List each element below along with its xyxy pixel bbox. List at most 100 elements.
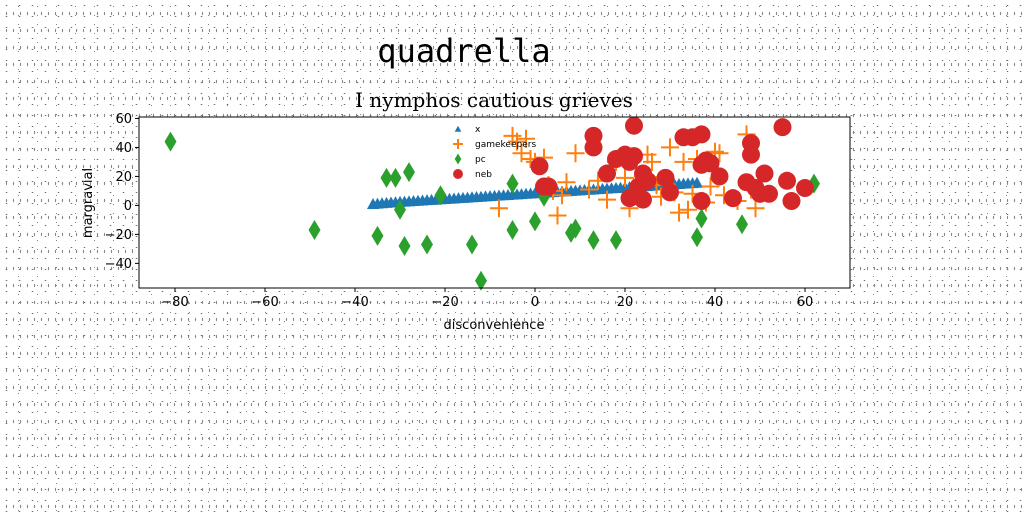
data-point	[394, 199, 406, 220]
data-point	[692, 125, 711, 144]
data-point	[746, 199, 765, 218]
data-point	[569, 218, 582, 239]
data-marks	[164, 116, 820, 291]
chart-title: I nymphos cautious grieves	[355, 88, 633, 112]
chart-suptitle: quadrella	[377, 32, 550, 70]
data-point	[164, 131, 177, 152]
legend: x gamekeepers pc neb	[453, 125, 536, 180]
data-point	[760, 184, 778, 203]
data-point	[692, 192, 711, 211]
data-point	[466, 234, 478, 255]
data-point	[634, 190, 652, 209]
data-point	[670, 203, 688, 222]
x-tick-label: −20	[431, 295, 458, 310]
data-point	[710, 144, 729, 163]
data-point	[371, 225, 384, 246]
x-tick-label: 40	[707, 295, 724, 310]
data-point	[695, 208, 708, 229]
x-tick-label: −80	[161, 295, 188, 310]
legend-marker	[453, 139, 463, 149]
data-point	[674, 152, 693, 171]
data-point	[421, 234, 433, 255]
legend-item: gamekeepers	[453, 139, 536, 150]
data-point	[778, 171, 796, 190]
legend-marker	[454, 125, 462, 132]
data-point	[508, 132, 526, 151]
data-point	[475, 270, 487, 291]
data-point	[506, 173, 519, 194]
data-point	[610, 230, 622, 251]
data-point	[782, 192, 801, 211]
data-point	[691, 176, 703, 188]
data-point	[598, 190, 616, 209]
data-point	[701, 154, 720, 173]
data-point	[548, 206, 567, 225]
x-axis-label: disconvenience	[444, 318, 545, 333]
data-point	[584, 138, 603, 157]
data-point	[724, 189, 742, 208]
x-tick-label: 60	[797, 295, 814, 310]
data-point	[773, 118, 792, 137]
data-point	[398, 235, 411, 256]
x-tick-label: 20	[617, 295, 634, 310]
x-tick-label: −60	[251, 295, 278, 310]
x-tick-label: 0	[531, 295, 539, 310]
data-point	[691, 227, 703, 248]
data-point	[710, 167, 729, 186]
y-tick-label: 60	[115, 112, 132, 127]
y-tick-label: −20	[105, 228, 132, 243]
data-point	[625, 116, 643, 135]
legend-marker	[453, 169, 463, 179]
data-point	[742, 145, 760, 164]
data-point	[616, 168, 634, 187]
data-point	[643, 152, 661, 171]
data-point	[530, 157, 549, 176]
data-point	[580, 180, 598, 199]
data-point	[539, 177, 558, 196]
data-point	[587, 230, 600, 251]
data-point	[517, 129, 535, 148]
legend-label: gamekeepers	[475, 140, 536, 150]
x-axis: −80 −60 −40 −20 0 20 40 60	[161, 288, 813, 310]
y-tick-label: 0	[124, 199, 132, 214]
legend-item: pc	[454, 153, 486, 165]
data-point	[796, 179, 814, 198]
series-x	[367, 176, 703, 209]
data-point	[736, 214, 748, 235]
legend-label: x	[475, 125, 481, 135]
y-axis-label: margravial	[81, 168, 96, 238]
data-point	[661, 138, 679, 157]
plot-frame	[138, 116, 851, 289]
series-pc	[164, 131, 820, 291]
data-point	[557, 173, 576, 192]
data-point	[434, 185, 447, 206]
data-point	[403, 162, 415, 183]
data-point	[755, 164, 774, 183]
data-point	[566, 144, 585, 163]
data-point	[380, 167, 393, 188]
data-point	[661, 183, 679, 202]
data-point	[490, 199, 508, 218]
data-point	[679, 200, 697, 219]
legend-item: neb	[453, 169, 492, 180]
data-point	[529, 211, 541, 232]
x-tick-label: −40	[341, 295, 368, 310]
data-point	[598, 164, 616, 183]
y-axis: −40 −20 0 20 40 60	[105, 112, 139, 272]
legend-item: x	[454, 125, 481, 135]
data-point	[701, 177, 720, 196]
y-tick-label: −40	[105, 257, 132, 272]
data-point	[506, 220, 519, 241]
y-tick-label: 40	[115, 141, 132, 156]
data-point	[638, 171, 657, 190]
legend-label: pc	[475, 155, 486, 165]
data-point	[625, 147, 643, 166]
data-point	[308, 220, 321, 241]
y-tick-label: 20	[115, 170, 132, 185]
series-neb	[530, 116, 814, 211]
legend-marker	[454, 153, 462, 165]
data-point	[389, 167, 402, 188]
data-point	[656, 168, 675, 187]
data-point	[553, 186, 571, 205]
